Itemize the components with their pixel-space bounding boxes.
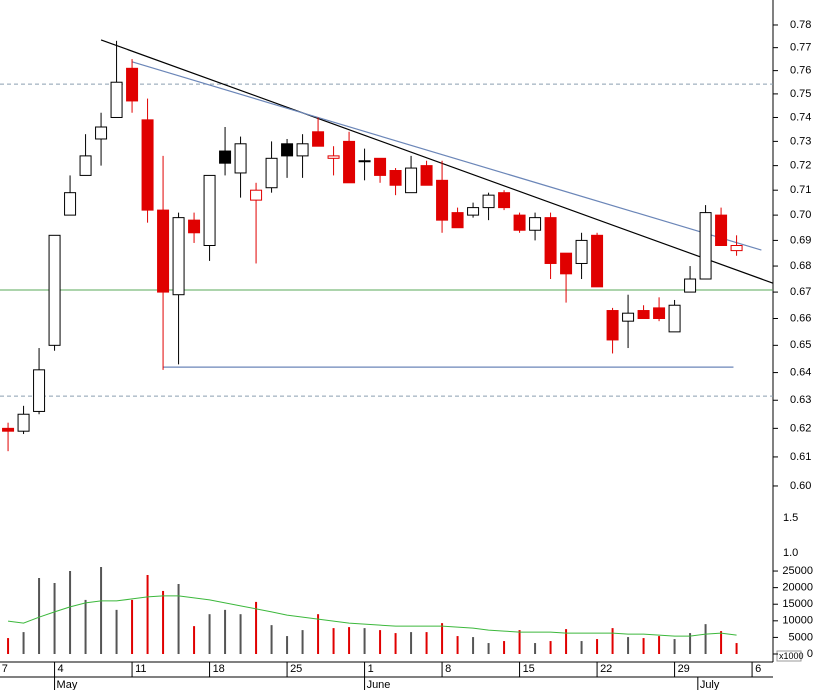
x-tick-label: 25	[290, 663, 302, 675]
candle-body	[48, 234, 61, 346]
candle-body	[281, 143, 294, 157]
candle-body	[343, 140, 356, 184]
candle-body	[606, 310, 619, 341]
candle-body	[188, 219, 201, 234]
volume-unit-label: x1000	[779, 651, 804, 661]
x-tick-label: 15	[523, 663, 535, 675]
candle-body	[374, 157, 387, 176]
candle-body	[544, 217, 557, 264]
unit-box	[776, 650, 802, 662]
candle-body	[17, 413, 30, 432]
month-label: July	[700, 679, 720, 690]
y-tick-label: 0.73	[790, 135, 811, 147]
x-tick-label: 1	[368, 663, 374, 675]
y-tick-label: 0.72	[790, 160, 811, 172]
candle-body	[265, 157, 278, 189]
candle-body	[33, 369, 46, 412]
candle-body	[420, 165, 433, 186]
candle-body	[126, 67, 139, 102]
candle-body	[513, 214, 526, 231]
y-tick-label: 0.62	[790, 422, 811, 434]
candle-body	[234, 143, 247, 174]
candle-body	[327, 155, 340, 159]
month-label: June	[367, 679, 391, 690]
candle-body	[715, 214, 728, 247]
candle-body	[358, 160, 371, 163]
x-tick-label: 18	[213, 663, 225, 675]
y-tick-label: 0.65	[790, 339, 811, 351]
trend-line	[100, 39, 774, 284]
candle-body	[250, 189, 263, 201]
candle-body	[637, 310, 650, 320]
y-tick-label: 0.75	[790, 88, 811, 100]
candle-body	[684, 278, 697, 293]
candle-body	[110, 81, 123, 118]
y-tick-label: 0.64	[790, 366, 811, 378]
x-tick-label: 8	[445, 663, 451, 675]
candle-body	[653, 307, 666, 320]
volume-tick-label: 5000	[789, 631, 813, 643]
candle-body	[2, 427, 15, 432]
candle-body	[668, 304, 681, 333]
candle-body	[141, 119, 154, 211]
candle-body	[622, 312, 635, 322]
y-tick-label: 0.71	[790, 184, 811, 196]
candle-body	[560, 252, 573, 275]
candle-body	[436, 179, 449, 221]
x-tick-label: 11	[135, 663, 146, 675]
y-tick-label: 0.63	[790, 394, 811, 406]
candle-body	[64, 192, 77, 216]
candle-body	[467, 207, 480, 216]
axis-extra-label: 1.5	[783, 512, 798, 524]
candle-body	[312, 131, 325, 147]
volume-average	[7, 595, 737, 637]
y-tick-label: 0.60	[790, 480, 811, 492]
candle-body	[591, 234, 604, 288]
volume-tick-label: 15000	[782, 598, 813, 610]
candle-body	[498, 192, 511, 209]
y-tick-label: 0.74	[790, 111, 811, 123]
candle-body	[172, 217, 185, 296]
candle-body	[575, 239, 588, 264]
volume-tick-label: 20000	[782, 582, 813, 594]
candle-body	[157, 209, 170, 293]
y-tick-label: 0.78	[790, 19, 811, 31]
x-tick-label: 7	[2, 663, 8, 675]
candle-body	[699, 212, 712, 280]
axis-extra-label: 1.0	[783, 547, 798, 559]
volume-tick-label: 10000	[782, 615, 813, 627]
candle-body	[405, 167, 418, 194]
candle-body	[79, 155, 92, 176]
candle-body	[95, 126, 108, 140]
y-tick-label: 0.76	[790, 65, 811, 77]
candle-body	[451, 212, 464, 229]
x-tick-label: 6	[755, 663, 761, 675]
candle-body	[203, 174, 216, 247]
y-tick-label: 0.70	[790, 209, 811, 221]
x-tick-label: 22	[600, 663, 612, 675]
candle-body	[219, 150, 232, 164]
x-tick-label: 29	[678, 663, 690, 675]
y-tick-label: 0.61	[790, 451, 811, 463]
month-label: May	[57, 679, 78, 690]
candle-body	[482, 194, 495, 209]
candle-body	[389, 170, 402, 186]
y-tick-label: 0.67	[790, 286, 811, 298]
candle-body	[296, 143, 309, 157]
candle-body	[730, 245, 743, 252]
volume-tick-label: 0	[807, 648, 813, 660]
y-tick-label: 0.66	[790, 312, 811, 324]
y-tick-label: 0.69	[790, 234, 811, 246]
candle-body	[529, 217, 542, 231]
volume-tick-label: 25000	[782, 565, 813, 577]
y-tick-label: 0.77	[790, 42, 811, 54]
x-tick-label: 4	[58, 663, 64, 675]
y-tick-label: 0.68	[790, 260, 811, 272]
trend-line	[131, 61, 762, 251]
